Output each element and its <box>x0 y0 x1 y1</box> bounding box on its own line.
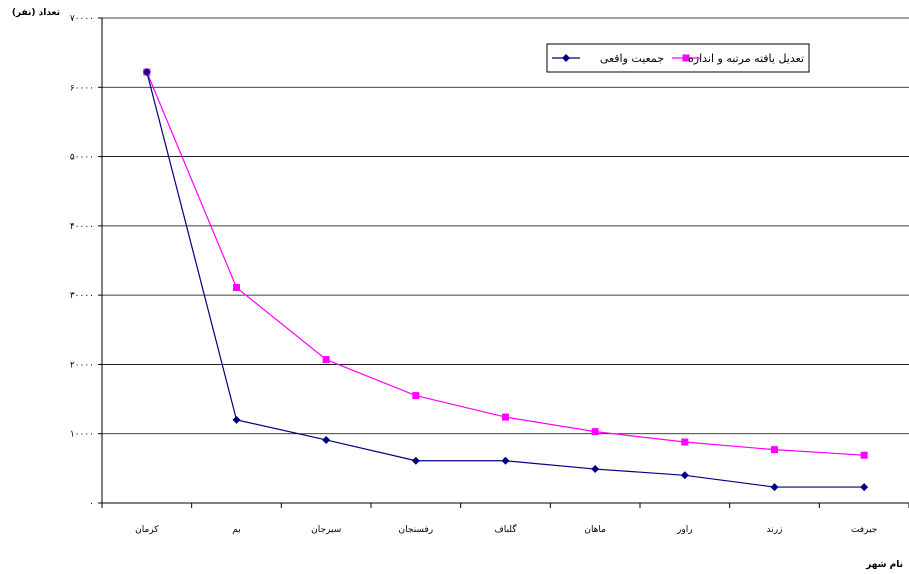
series-2 <box>143 68 868 459</box>
y-tick-label: ۲۰۰۰۰ <box>70 360 94 370</box>
legend: تعدیل یافته مرتبه و اندازه جمعیت واقعی <box>546 43 810 73</box>
x-tick-label: سیرجان <box>311 525 341 535</box>
x-tick-label: زرند <box>767 525 783 535</box>
data-point <box>591 465 600 474</box>
data-point <box>233 284 240 292</box>
x-tick-label: راور <box>676 525 693 535</box>
data-point <box>771 446 778 454</box>
series-line <box>146 71 865 456</box>
x-tick-label: رفسنجان <box>399 525 434 535</box>
legend-marker-series-2 <box>682 54 690 62</box>
y-tick-label: ۴۰۰۰۰ <box>70 222 94 232</box>
data-point <box>770 483 779 492</box>
x-tick-label: گلباف <box>494 523 517 535</box>
legend-label-series-1: جمعیت واقعی <box>600 52 664 65</box>
y-tick-labels: ۰ ۱۰۰۰۰ ۲۰۰۰۰ ۳۰۰۰۰ ۴۰۰۰۰ ۵۰۰۰۰ ۶۰۰۰۰ ۷۰۰۰۰ <box>70 14 102 509</box>
y-tick-label: ۱۰۰۰۰ <box>70 430 94 440</box>
data-point <box>501 456 510 465</box>
data-point <box>412 392 420 400</box>
series-line <box>146 71 865 488</box>
data-point <box>681 438 689 446</box>
axes <box>101 18 909 504</box>
data-point <box>411 456 420 465</box>
x-tick-label: جیرفت <box>851 525 877 535</box>
data-point <box>322 435 331 444</box>
data-point <box>232 415 241 424</box>
data-point <box>322 356 330 364</box>
x-tick-label: کرمان <box>135 525 159 535</box>
y-tick-label: ۳۰۰۰۰ <box>70 291 94 301</box>
data-point <box>591 428 599 436</box>
legend-marker-series-1 <box>562 54 570 62</box>
y-tick-label: ۰ <box>89 499 94 509</box>
series-1 <box>142 68 869 492</box>
x-tick-labels: کرمان بم سیرجان رفسنجان گلباف ماهان راور زرند جی… <box>101 503 909 535</box>
y-tick-label: ۵۰۰۰۰ <box>70 153 94 163</box>
legend-label-series-2: تعدیل یافته مرتبه و اندازه <box>688 52 804 65</box>
y-tick-label: ۶۰۰۰۰ <box>70 83 94 93</box>
gridlines <box>102 17 909 435</box>
data-point <box>680 471 689 480</box>
data-point <box>502 413 509 421</box>
y-axis-title: تعداد (نفر) <box>12 8 60 18</box>
x-tick-label: ماهان <box>584 525 606 535</box>
series-layer <box>142 68 869 492</box>
data-point <box>142 68 151 77</box>
y-tick-label: ۷۰۰۰۰ <box>70 14 94 24</box>
data-point <box>860 483 869 492</box>
x-axis-title: نام شهر <box>865 560 903 570</box>
x-tick-label: بم <box>232 525 241 535</box>
data-point <box>860 451 868 459</box>
